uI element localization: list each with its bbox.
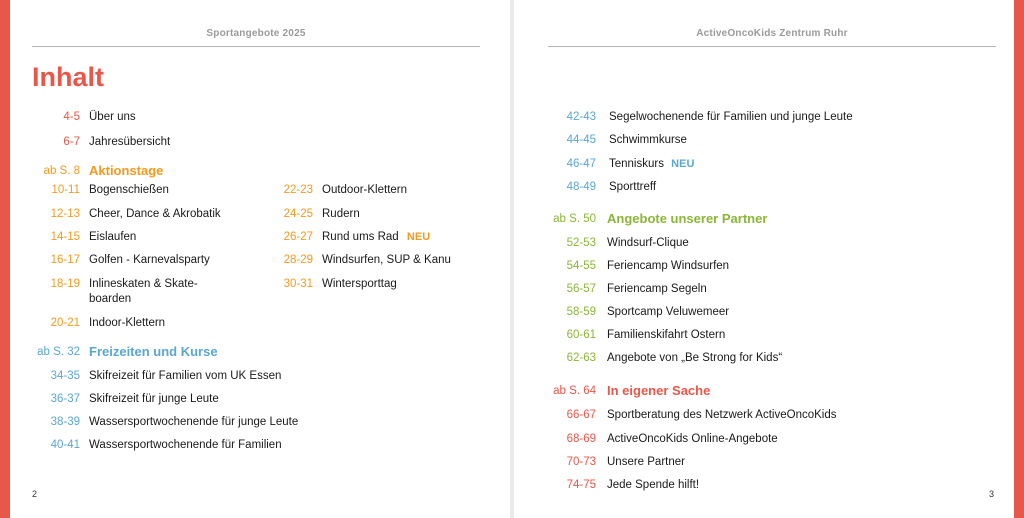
page-range: 68-69 bbox=[566, 433, 596, 445]
page-range: 70-73 bbox=[566, 456, 596, 468]
header-rule-right bbox=[548, 46, 996, 47]
new-badge: NEU bbox=[406, 231, 431, 243]
page-range: 24-25 bbox=[283, 208, 313, 220]
page-range: 48-49 bbox=[566, 181, 596, 193]
page-range: 52-53 bbox=[566, 237, 596, 249]
entry-label: Wintersporttag bbox=[322, 278, 397, 290]
entry-label: Bogenschießen bbox=[89, 184, 169, 196]
entry-label: Rund ums Rad bbox=[322, 231, 399, 243]
page-range: 66-67 bbox=[566, 409, 596, 421]
section-ref: ab S. 32 bbox=[37, 346, 80, 358]
entry-label: Jede Spende hilft! bbox=[607, 479, 700, 491]
page-range: 54-55 bbox=[566, 260, 596, 272]
entry-label: Schwimmkurse bbox=[609, 134, 687, 146]
page-range: 36-37 bbox=[50, 393, 80, 405]
entry-label: Eislaufen bbox=[89, 231, 137, 243]
entry-label: Indoor-Klettern bbox=[89, 317, 166, 329]
page-range: 56-57 bbox=[566, 283, 596, 295]
page-range: 28-29 bbox=[283, 254, 313, 266]
page-range: 44-45 bbox=[566, 134, 596, 146]
page-range: 40-41 bbox=[50, 439, 80, 451]
entry-label: Feriencamp Segeln bbox=[607, 283, 707, 295]
page-range: 22-23 bbox=[283, 184, 313, 196]
entry-label: Über uns bbox=[89, 111, 136, 123]
page-range: 20-21 bbox=[50, 317, 80, 329]
page-range: 14-15 bbox=[50, 231, 80, 243]
page-range: 16-17 bbox=[50, 254, 80, 266]
page-range: 74-75 bbox=[566, 479, 596, 491]
section-ref: ab S. 8 bbox=[43, 165, 80, 177]
page-number-left: 2 bbox=[32, 489, 38, 499]
entry-label: Golfen - Karnevalsparty bbox=[89, 254, 210, 266]
entry-label: Feriencamp Windsurfen bbox=[607, 260, 730, 272]
entry-label: Angebote von „Be Strong for Kids“ bbox=[607, 352, 783, 364]
right-page: ActiveOncoKids Zentrum Ruhr 42-43 Segelw… bbox=[514, 0, 1014, 518]
page-range: 46-47 bbox=[566, 158, 596, 170]
page-range: 30-31 bbox=[283, 278, 313, 290]
running-head-right: ActiveOncoKids Zentrum Ruhr bbox=[696, 28, 848, 39]
new-badge: NEU bbox=[671, 158, 695, 170]
page-range: 26-27 bbox=[283, 231, 313, 243]
entry-label: Tenniskurs bbox=[609, 158, 664, 170]
page-range: 34-35 bbox=[50, 370, 80, 382]
section-heading: Angebote unserer Partner bbox=[607, 211, 768, 226]
entry-label: Sporttreff bbox=[609, 181, 657, 193]
entry-label: Unsere Partner bbox=[607, 456, 685, 468]
page-number-right: 3 bbox=[989, 489, 995, 499]
page-range: 38-39 bbox=[50, 416, 80, 428]
page-title: Inhalt bbox=[32, 62, 104, 92]
entry-label: Wassersportwochenende für junge Leute bbox=[89, 416, 299, 428]
entry-label: Rudern bbox=[322, 208, 360, 220]
running-head-left: Sportangebote 2025 bbox=[206, 28, 306, 39]
page-range: 62-63 bbox=[566, 352, 596, 364]
page-range: 6-7 bbox=[63, 136, 80, 148]
page-range: 42-43 bbox=[566, 111, 596, 123]
entry-label: Outdoor-Klettern bbox=[322, 184, 408, 196]
header-rule-left bbox=[32, 46, 480, 47]
section-heading: In eigener Sache bbox=[607, 383, 711, 398]
section-ref: ab S. 50 bbox=[553, 213, 596, 225]
entry-label: Windsurfen, SUP & Kanu bbox=[322, 254, 451, 266]
left-edge-bar bbox=[0, 0, 10, 518]
section-heading: Freizeiten und Kurse bbox=[89, 344, 218, 359]
entry-label: Jahresübersicht bbox=[89, 136, 171, 148]
entry-label: ActiveOncoKids Online-Angebote bbox=[607, 433, 778, 445]
entry-label: Familienskifahrt Ostern bbox=[607, 329, 726, 341]
page-range: 10-11 bbox=[51, 184, 80, 196]
page-range: 58-59 bbox=[566, 306, 596, 318]
entry-label: Sportberatung des Netzwerk ActiveOncoKid… bbox=[607, 409, 837, 421]
entry-label: Skifreizeit für junge Leute bbox=[89, 393, 219, 405]
page-range: 12-13 bbox=[50, 208, 80, 220]
entry-label: Segelwochenende für Familien und junge L… bbox=[609, 111, 853, 123]
section-heading: Aktionstage bbox=[89, 163, 164, 178]
entry-label: Cheer, Dance & Akrobatik bbox=[89, 208, 221, 220]
right-edge-bar bbox=[1014, 0, 1024, 518]
page-range: 60-61 bbox=[566, 329, 596, 341]
entry-label: Wassersportwochenende für Familien bbox=[89, 439, 282, 451]
entry-label: Skifreizeit für Familien vom UK Essen bbox=[89, 370, 282, 382]
entry-label: Inlineskaten & Skate-boarden bbox=[89, 278, 198, 305]
entry-label: Sportcamp Veluwemeer bbox=[607, 306, 730, 318]
left-page: Sportangebote 2025 Inhalt 4-5 Über uns 6… bbox=[10, 0, 510, 518]
entry-label: Windsurf-Clique bbox=[607, 237, 689, 249]
page-range: 18-19 bbox=[50, 278, 80, 290]
page-range: 4-5 bbox=[63, 111, 80, 123]
section-ref: ab S. 64 bbox=[553, 385, 596, 397]
